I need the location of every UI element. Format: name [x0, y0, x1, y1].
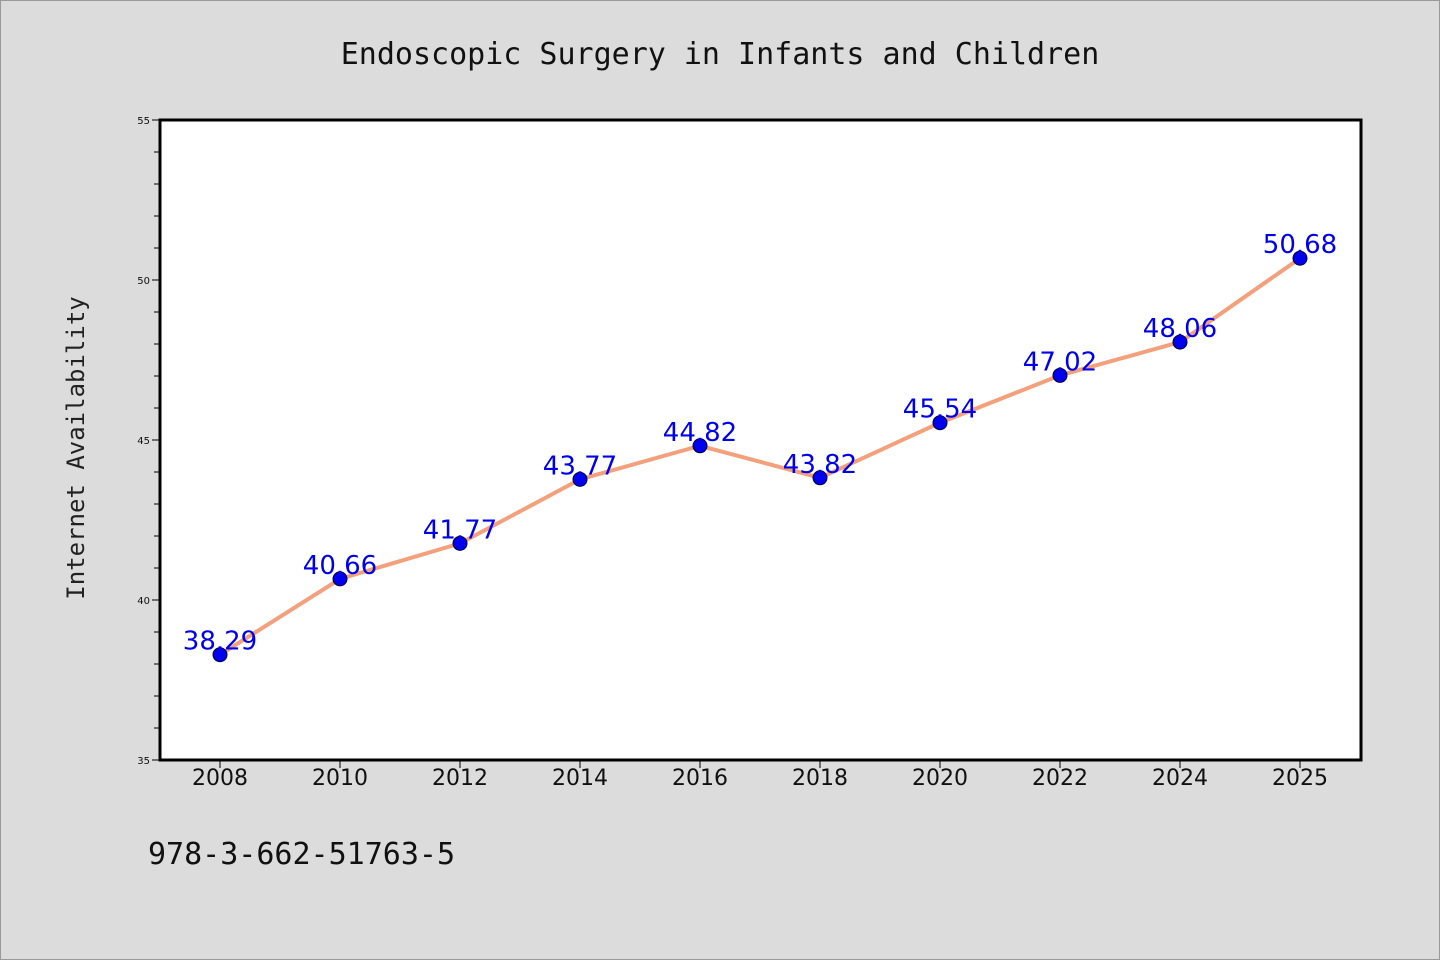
- series-group: 38.29 40.66 41.77 43.77 44.82 43.82 45.54 47.02…: [183, 230, 1337, 663]
- data-label: 44.82: [663, 418, 737, 448]
- x-tick-label: 2018: [792, 766, 848, 791]
- data-label: 38.29: [183, 627, 257, 657]
- x-tick-label: 2024: [1152, 766, 1208, 791]
- y-tick-label: 45: [137, 436, 150, 447]
- series-line: [218, 256, 1302, 657]
- data-label: 43.82: [783, 450, 857, 480]
- data-point: [332, 571, 348, 587]
- chart-title: Endoscopic Surgery in Infants and Childr…: [341, 37, 1100, 72]
- data-point: [452, 535, 468, 551]
- data-point: [692, 438, 708, 454]
- data-point: [1172, 334, 1188, 350]
- y-axis: 35 40 45 50 55: [137, 116, 160, 767]
- data-point: [1052, 367, 1068, 383]
- isbn-text: 978-3-662-51763-5: [148, 837, 455, 872]
- y-tick-label: 50: [137, 276, 150, 287]
- x-tick-label: 2025: [1272, 766, 1328, 791]
- y-tick-label: 55: [137, 116, 150, 127]
- data-label: 50.68: [1263, 230, 1337, 260]
- data-point: [1292, 250, 1308, 266]
- x-tick-label: 2010: [312, 766, 368, 791]
- x-tick-label: 2012: [432, 766, 488, 791]
- x-tick-label: 2008: [192, 766, 248, 791]
- data-point: [572, 471, 588, 487]
- data-label: 48.06: [1143, 314, 1217, 344]
- data-point: [212, 647, 228, 663]
- x-axis: 2008 2010 2012 2014 2016 2018 2020 2022 2024 2025: [192, 760, 1328, 791]
- data-label: 47.02: [1023, 347, 1097, 377]
- y-tick-label: 35: [137, 756, 150, 767]
- plot-area: [158, 118, 1363, 762]
- y-axis-label: Internet Availability: [62, 296, 90, 599]
- data-label: 43.77: [543, 451, 617, 481]
- data-label: 45.54: [903, 395, 977, 425]
- data-point: [932, 415, 948, 431]
- y-tick-label: 40: [137, 596, 150, 607]
- x-tick-label: 2022: [1032, 766, 1088, 791]
- x-tick-label: 2016: [672, 766, 728, 791]
- data-label: 41.77: [423, 515, 497, 545]
- x-tick-label: 2020: [912, 766, 968, 791]
- data-point: [812, 470, 828, 486]
- x-tick-label: 2014: [552, 766, 608, 791]
- data-label: 40.66: [303, 551, 377, 581]
